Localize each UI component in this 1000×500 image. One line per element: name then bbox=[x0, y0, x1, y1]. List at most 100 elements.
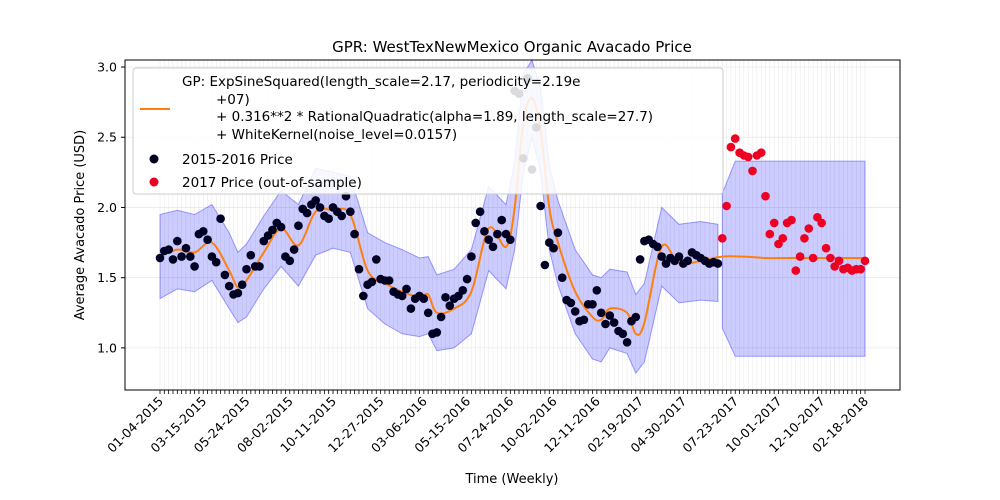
legend-test-label: 2017 Price (out-of-sample) bbox=[182, 175, 362, 191]
train-point bbox=[406, 304, 416, 313]
train-point bbox=[609, 318, 619, 327]
test-point bbox=[718, 234, 727, 243]
test-point bbox=[804, 224, 814, 233]
train-point bbox=[549, 243, 558, 253]
train-point bbox=[384, 276, 394, 285]
train-point bbox=[557, 273, 567, 283]
legend-gp-line-4: + WhiteKernel(noise_level=0.0157) bbox=[216, 127, 457, 143]
legend-test-marker bbox=[149, 177, 159, 187]
train-point bbox=[635, 255, 645, 264]
train-point bbox=[190, 262, 199, 271]
train-point bbox=[488, 242, 498, 252]
train-point bbox=[458, 286, 468, 295]
y-tick-label: 1.0 bbox=[97, 340, 117, 355]
train-point bbox=[199, 227, 208, 236]
train-point bbox=[592, 286, 602, 295]
train-point bbox=[302, 208, 312, 218]
train-point bbox=[276, 222, 286, 232]
train-point bbox=[432, 328, 442, 337]
train-point bbox=[497, 215, 507, 225]
train-point bbox=[397, 291, 407, 301]
train-point bbox=[216, 214, 225, 223]
y-tick-label: 1.5 bbox=[97, 270, 117, 285]
train-point bbox=[367, 277, 377, 287]
legend-gp-line-3: + 0.316**2 * RationalQuadratic(alpha=1.8… bbox=[216, 109, 653, 125]
y-tick-label: 3.0 bbox=[97, 60, 117, 75]
train-point bbox=[359, 291, 368, 301]
train-point bbox=[540, 260, 550, 270]
train-point bbox=[436, 312, 446, 322]
train-point bbox=[553, 228, 563, 237]
train-point bbox=[713, 259, 723, 268]
train-point bbox=[311, 196, 321, 205]
train-point bbox=[224, 281, 234, 291]
train-point bbox=[570, 307, 580, 316]
train-point bbox=[242, 264, 251, 274]
y-axis: 1.0 1.5 2.0 2.5 3.0 bbox=[97, 60, 125, 355]
test-point bbox=[856, 264, 865, 274]
train-point bbox=[177, 252, 186, 261]
train-point bbox=[462, 274, 472, 284]
test-point bbox=[787, 215, 796, 225]
train-point bbox=[601, 319, 610, 329]
train-point bbox=[506, 235, 515, 244]
legend-box bbox=[132, 67, 724, 195]
train-point bbox=[350, 229, 359, 239]
plot-frame bbox=[124, 59, 901, 391]
train-point bbox=[155, 253, 165, 263]
train-point bbox=[203, 235, 212, 244]
train-point bbox=[233, 288, 243, 298]
train-point bbox=[168, 255, 178, 264]
train-point bbox=[471, 218, 481, 228]
test-point bbox=[722, 201, 731, 211]
test-point bbox=[756, 148, 766, 157]
legend-gp-line-1: GP: ExpSineSquared(length_scale=2.17, pe… bbox=[182, 74, 580, 90]
y-tick-label: 2.0 bbox=[97, 200, 117, 215]
train-point bbox=[181, 243, 191, 253]
train-point bbox=[324, 214, 334, 223]
train-point bbox=[596, 308, 606, 318]
train-point bbox=[536, 201, 545, 211]
test-point bbox=[761, 191, 770, 201]
train-point bbox=[493, 229, 502, 239]
data-points bbox=[155, 74, 870, 347]
train-point bbox=[653, 242, 662, 252]
train-point bbox=[480, 227, 489, 236]
train-point bbox=[588, 300, 597, 309]
x-axis-label: Time (Weekly) bbox=[464, 472, 558, 487]
y-tick-label: 2.5 bbox=[97, 130, 117, 145]
test-point bbox=[778, 234, 788, 243]
train-point bbox=[423, 308, 433, 318]
legend-train-marker bbox=[149, 154, 159, 164]
train-point bbox=[255, 262, 264, 271]
train-point bbox=[372, 255, 381, 264]
test-point bbox=[800, 234, 809, 243]
train-point bbox=[441, 293, 450, 302]
train-point bbox=[173, 236, 182, 246]
train-point bbox=[683, 256, 692, 266]
test-point bbox=[860, 256, 870, 266]
train-point bbox=[475, 207, 485, 216]
legend-gp-line-2: +07) bbox=[216, 92, 250, 108]
train-point bbox=[337, 211, 347, 221]
test-point bbox=[795, 252, 805, 261]
train-point bbox=[605, 311, 615, 320]
train-point bbox=[566, 298, 576, 308]
train-point bbox=[467, 252, 476, 261]
train-point bbox=[484, 235, 494, 244]
train-point bbox=[618, 329, 628, 339]
train-point bbox=[445, 301, 455, 311]
legend-train-label: 2015-2016 Price bbox=[182, 152, 293, 168]
test-point bbox=[826, 253, 835, 263]
test-point bbox=[817, 218, 826, 228]
train-point bbox=[246, 250, 256, 260]
train-point bbox=[631, 312, 641, 322]
train-point bbox=[289, 245, 299, 254]
train-point bbox=[657, 252, 666, 261]
train-point bbox=[268, 225, 277, 235]
test-point bbox=[748, 166, 757, 176]
train-point bbox=[294, 221, 303, 230]
test-point bbox=[769, 218, 779, 228]
train-point bbox=[315, 203, 325, 212]
